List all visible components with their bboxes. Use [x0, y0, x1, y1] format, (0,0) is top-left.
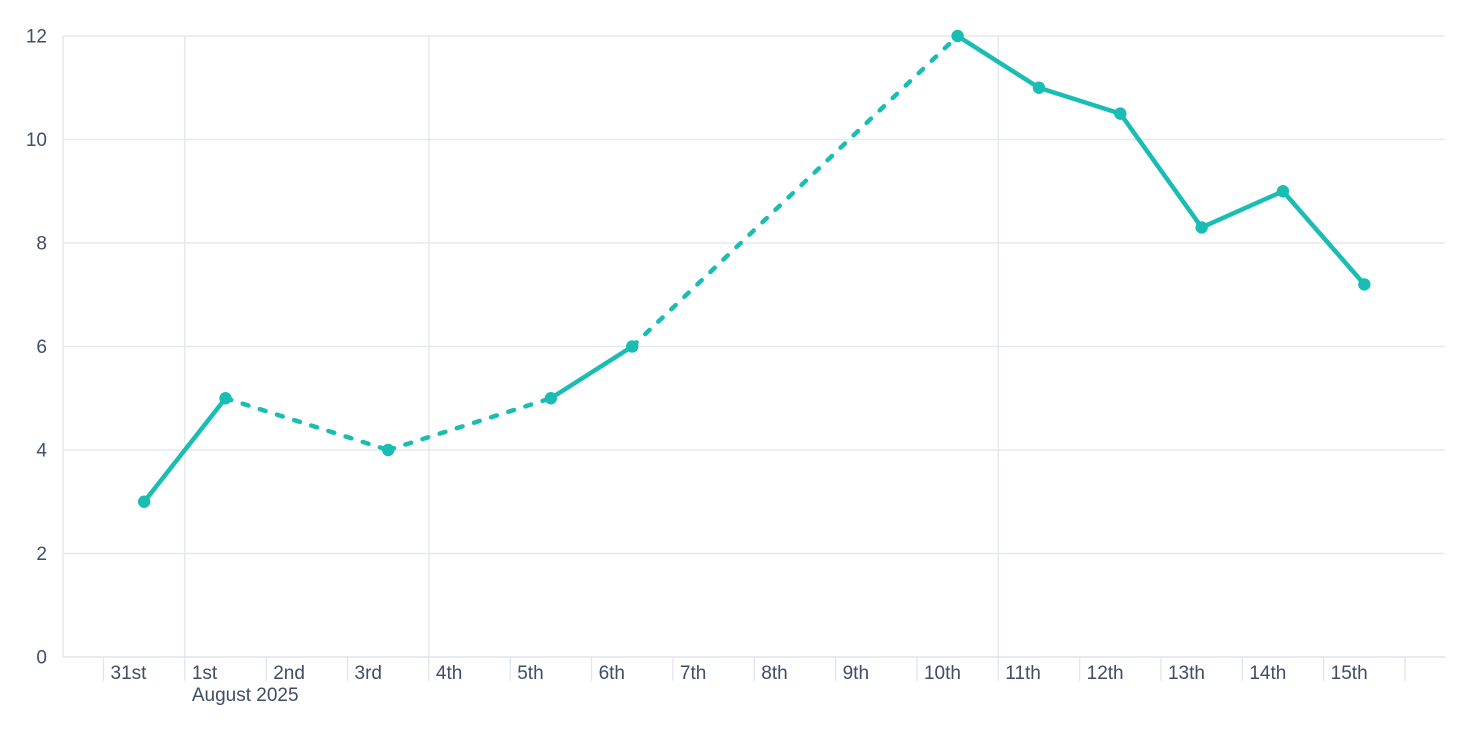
- x-axis-label: 31st: [111, 663, 148, 684]
- series-segment-solid: [548, 344, 635, 401]
- x-axis-label: 9th: [843, 663, 869, 684]
- x-axis-label: 8th: [761, 663, 787, 684]
- data-point-marker[interactable]: [1358, 278, 1371, 291]
- x-axis-label: 2nd: [273, 663, 305, 684]
- y-axis-label: 2: [36, 544, 47, 565]
- series-segment-dashed: [223, 396, 391, 453]
- data-point-marker[interactable]: [137, 495, 151, 508]
- data-point-marker[interactable]: [1195, 221, 1208, 234]
- data-point-marker[interactable]: [382, 443, 395, 457]
- series-segment-solid: [1280, 189, 1367, 287]
- x-axis-label: 15th: [1331, 663, 1368, 684]
- y-axis-label: 4: [36, 441, 47, 462]
- data-point-marker[interactable]: [1032, 81, 1046, 94]
- series-segment-solid: [1118, 111, 1204, 230]
- y-axis-label: 10: [26, 130, 47, 151]
- data-point-marker[interactable]: [951, 29, 964, 43]
- data-point-marker[interactable]: [1114, 107, 1127, 120]
- x-axis-label: 4th: [436, 663, 462, 684]
- x-axis-label: 6th: [599, 663, 625, 684]
- data-point-marker[interactable]: [1276, 185, 1290, 198]
- series-segment-dashed: [629, 33, 960, 349]
- series-segment-solid: [955, 33, 1042, 90]
- data-point-marker[interactable]: [626, 340, 639, 353]
- x-axis-label: 10th: [924, 663, 961, 684]
- series-segment-solid: [141, 396, 228, 504]
- y-axis-label: 12: [26, 27, 47, 48]
- x-axis-label: 14th: [1249, 663, 1286, 684]
- x-axis-label: 7th: [680, 663, 706, 684]
- data-point-marker[interactable]: [544, 392, 558, 405]
- x-axis-label: 1st: [192, 663, 218, 684]
- y-axis-label: 8: [36, 234, 47, 255]
- y-axis-label: 6: [36, 337, 47, 358]
- y-axis-label: 0: [36, 648, 47, 669]
- data-point-marker[interactable]: [219, 392, 232, 405]
- x-axis-label: 13th: [1168, 663, 1205, 684]
- x-axis-label: 5th: [517, 663, 543, 684]
- x-axis-label: 12th: [1087, 663, 1124, 684]
- x-axis-label: 11th: [1005, 663, 1041, 684]
- x-axis-month-label: August 2025: [192, 685, 299, 706]
- series-segment-solid: [1199, 189, 1286, 230]
- x-axis-label: 3rd: [355, 663, 382, 684]
- series-segment-solid: [1036, 85, 1123, 116]
- series-segment-dashed: [385, 396, 554, 453]
